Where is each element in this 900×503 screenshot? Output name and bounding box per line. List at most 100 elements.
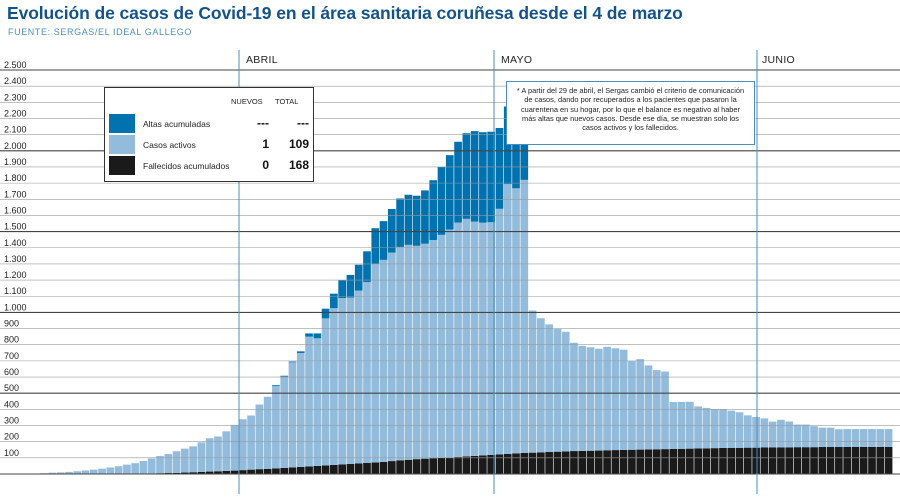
bar-fallecidos <box>710 448 719 474</box>
bar-activos <box>884 429 893 447</box>
bar-fallecidos <box>760 447 769 474</box>
bar-activos <box>868 429 876 447</box>
bar-activos <box>785 421 794 448</box>
bar-fallecidos <box>644 449 653 474</box>
bar-activos <box>586 347 595 451</box>
legend-swatch-activos <box>109 135 135 154</box>
y-tick-label: 1.900 <box>4 157 27 167</box>
bar-activos <box>826 427 835 448</box>
legend-label-activos: Casos activos <box>143 140 196 150</box>
bar-activos <box>404 244 413 460</box>
bar-activos <box>652 370 661 450</box>
bar-activos <box>222 431 231 471</box>
bar-activos <box>205 438 214 472</box>
bar-activos <box>594 348 603 451</box>
bar-activos <box>735 412 744 448</box>
bar-activos <box>876 429 885 447</box>
bar-activos <box>768 421 777 448</box>
bar-fallecidos <box>454 456 462 474</box>
bar-activos <box>512 188 520 454</box>
legend-label-altas: Altas acumuladas <box>143 119 211 129</box>
bar-fallecidos <box>835 447 843 474</box>
bar-activos <box>106 467 115 474</box>
bar-fallecidos <box>313 465 322 474</box>
bar-fallecidos <box>735 447 744 474</box>
bar-fallecidos <box>305 466 313 474</box>
legend-row-activos: Casos activos 1 109 <box>109 135 309 155</box>
legend-row-altas: Altas acumuladas --- --- <box>109 114 309 134</box>
bar-activos <box>255 404 264 470</box>
bar-activos <box>479 222 487 456</box>
bar-fallecidos <box>851 446 860 474</box>
bar-activos <box>197 442 206 472</box>
legend-total-altas: --- <box>297 116 309 130</box>
y-tick-label: 2.400 <box>4 76 27 86</box>
bar-activos <box>139 460 148 474</box>
bar-activos <box>247 415 255 470</box>
bar-activos <box>437 234 446 458</box>
chart-title: Evolución de casos de Covid-19 en el áre… <box>7 3 683 23</box>
bar-activos <box>313 338 322 466</box>
bar-fallecidos <box>727 447 736 474</box>
bar-altas <box>487 131 496 223</box>
bar-activos <box>305 336 313 467</box>
bar-fallecidos <box>594 450 603 474</box>
bar-altas <box>445 155 454 230</box>
bar-fallecidos <box>255 469 264 474</box>
bar-activos <box>363 282 371 464</box>
bar-fallecidos <box>354 463 363 474</box>
y-tick-label: 1.800 <box>4 173 27 183</box>
legend-new-fallecidos: 0 <box>262 158 269 172</box>
bar-activos <box>238 419 247 471</box>
bar-activos <box>503 184 512 454</box>
bar-fallecidos <box>495 454 504 474</box>
bar-activos <box>628 360 636 450</box>
bar-activos <box>818 427 827 448</box>
bar-fallecidos <box>777 447 785 474</box>
y-tick-label: 300 <box>4 416 19 426</box>
bar-fallecidos <box>884 446 893 474</box>
bar-activos <box>73 471 82 474</box>
bar-fallecidos <box>578 450 587 474</box>
y-tick-label: 2.300 <box>4 92 27 102</box>
bar-activos <box>263 396 272 469</box>
y-tick-label: 1.000 <box>4 302 27 312</box>
bar-altas <box>321 308 330 319</box>
bar-activos <box>338 298 346 465</box>
bar-activos <box>371 263 380 463</box>
bar-activos <box>421 243 429 459</box>
bar-activos <box>296 352 305 467</box>
bar-altas <box>454 141 462 223</box>
bar-altas <box>387 208 396 253</box>
bar-fallecidos <box>222 470 231 474</box>
bar-fallecidos <box>470 455 479 474</box>
bar-activos <box>445 229 454 458</box>
bar-fallecidos <box>280 467 289 474</box>
bar-fallecidos <box>868 446 876 474</box>
bar-activos <box>851 429 860 447</box>
bar-fallecidos <box>743 447 752 474</box>
bar-fallecidos <box>263 468 272 474</box>
bar-altas <box>462 133 471 219</box>
y-tick-label: 100 <box>4 448 19 458</box>
bar-fallecidos <box>288 467 297 474</box>
bar-activos <box>777 419 785 448</box>
legend-header-total: TOTAL <box>275 97 299 106</box>
bar-activos <box>462 218 471 457</box>
bar-altas <box>412 195 421 246</box>
bars-layer <box>32 99 893 474</box>
bar-fallecidos <box>296 466 305 474</box>
bar-fallecidos <box>818 447 827 474</box>
bar-activos <box>710 409 719 449</box>
bar-fallecidos <box>379 461 388 474</box>
bar-fallecidos <box>404 459 413 474</box>
bar-fallecidos <box>677 448 686 474</box>
bar-fallecidos <box>205 471 214 474</box>
bar-altas <box>338 280 346 299</box>
bar-altas <box>371 228 380 264</box>
bar-altas <box>421 190 429 244</box>
bar-activos <box>131 463 140 474</box>
bar-fallecidos <box>321 465 330 474</box>
bar-activos <box>835 429 843 448</box>
